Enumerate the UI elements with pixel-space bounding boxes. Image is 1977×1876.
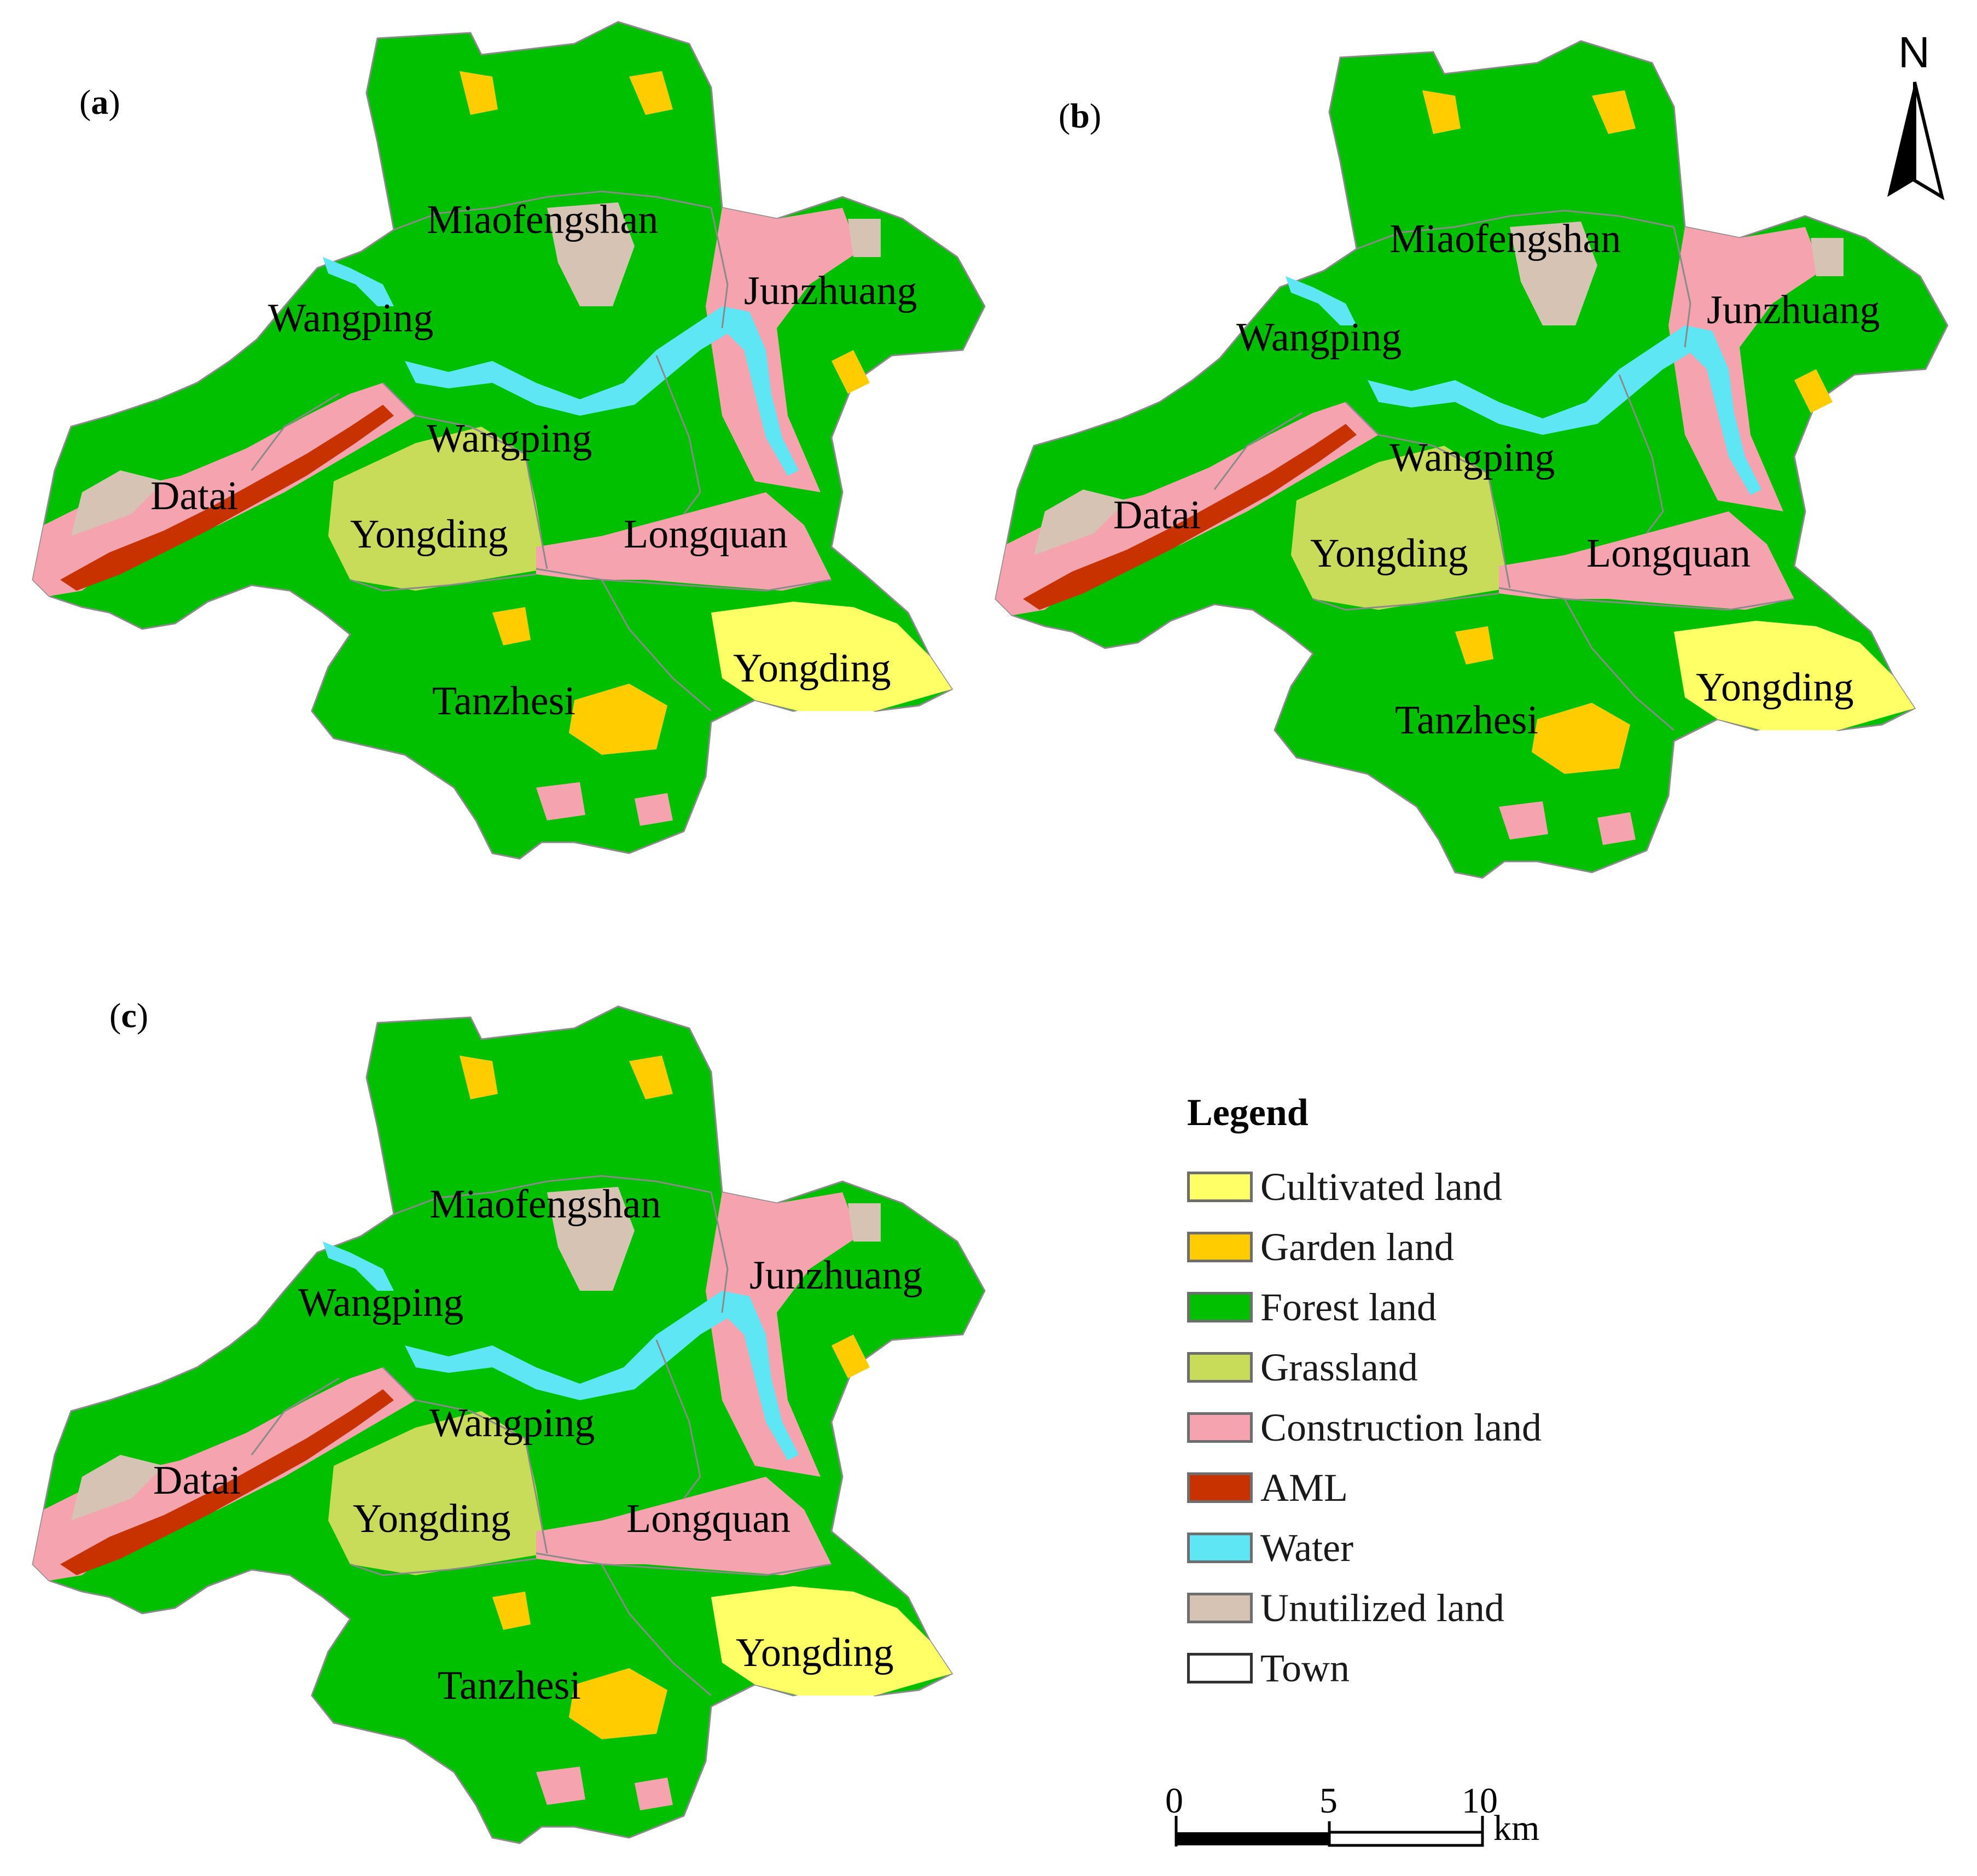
scale-tick-label: 0 xyxy=(1165,1781,1183,1821)
town-label: Wangping xyxy=(429,1401,595,1446)
legend-label: AML xyxy=(1260,1465,1348,1510)
town-label: Longquan xyxy=(1586,531,1751,576)
legend-title: Legend xyxy=(1187,1092,1309,1134)
town-label: Tanzhesi xyxy=(432,679,575,724)
panel-label-a: (a) xyxy=(79,83,120,121)
town-label: Wangping xyxy=(298,1280,464,1325)
legend-swatch xyxy=(1187,1172,1253,1202)
town-label: Longquan xyxy=(626,1496,791,1541)
legend-item-water: Water xyxy=(1187,1526,1353,1570)
north-arrow-icon xyxy=(1887,81,1945,201)
town-label: Miaofengshan xyxy=(429,1182,661,1227)
town-label: Yongding xyxy=(736,1630,894,1675)
town-label: Yongding xyxy=(353,1496,511,1541)
legend-swatch xyxy=(1187,1533,1253,1563)
town-label: Datai xyxy=(1113,493,1201,538)
legend-item-forest: Forest land xyxy=(1187,1285,1437,1329)
scale-bar xyxy=(1174,1816,1484,1847)
town-label: Junzhuang xyxy=(749,1253,923,1298)
town-label: Wangping xyxy=(427,416,592,461)
panel-label-b: (b) xyxy=(1059,96,1102,135)
legend-swatch xyxy=(1187,1593,1253,1623)
legend-swatch xyxy=(1187,1653,1253,1683)
legend-label: Water xyxy=(1260,1525,1354,1570)
legend-item-aml: AML xyxy=(1187,1466,1348,1510)
legend-label: Unutilized land xyxy=(1260,1586,1504,1630)
town-label: Tanzhesi xyxy=(438,1663,581,1708)
legend-label: Town xyxy=(1260,1646,1350,1690)
town-label: Wangping xyxy=(268,296,434,341)
legend-label: Construction land xyxy=(1260,1405,1542,1449)
town-label: Wangping xyxy=(1389,435,1555,480)
legend-label: Cultivated land xyxy=(1260,1164,1502,1209)
legend-swatch xyxy=(1187,1232,1253,1262)
scale-tick-label: 10 xyxy=(1462,1781,1498,1821)
town-label: Junzhuang xyxy=(1707,288,1880,333)
legend-item-cultivated: Cultivated land xyxy=(1187,1165,1502,1209)
legend-swatch xyxy=(1187,1292,1253,1322)
town-label: Miaofengshan xyxy=(427,197,659,242)
town-label: Yongding xyxy=(350,512,508,557)
town-label: Datai xyxy=(153,1458,241,1503)
town-label: Miaofengshan xyxy=(1389,217,1621,261)
north-label: N xyxy=(1898,28,1930,77)
legend-label: Forest land xyxy=(1260,1285,1437,1329)
legend-item-town: Town xyxy=(1187,1646,1350,1690)
town-label: Yongding xyxy=(1310,531,1468,576)
scale-tick-label: 5 xyxy=(1319,1781,1338,1821)
legend-label: Grassland xyxy=(1260,1345,1418,1389)
legend-item-garden: Garden land xyxy=(1187,1225,1454,1269)
legend-item-grassland: Grassland xyxy=(1187,1345,1418,1389)
town-label: Longquan xyxy=(624,512,788,557)
town-label: Tanzhesi xyxy=(1395,698,1538,743)
town-label: Yongding xyxy=(1696,665,1854,710)
town-label: Wangping xyxy=(1236,315,1402,360)
legend-item-construction: Construction land xyxy=(1187,1406,1542,1449)
legend-label: Garden land xyxy=(1260,1225,1454,1269)
panel-label-c: (c) xyxy=(109,996,149,1035)
town-label: Junzhuang xyxy=(744,269,917,313)
legend-swatch xyxy=(1187,1412,1253,1443)
town-label: Datai xyxy=(150,474,239,518)
town-label: Yongding xyxy=(733,646,891,691)
legend-swatch xyxy=(1187,1352,1253,1383)
scale-unit-label: km xyxy=(1493,1808,1540,1848)
legend-item-unutilized: Unutilized land xyxy=(1187,1586,1504,1630)
legend-swatch xyxy=(1187,1472,1253,1503)
